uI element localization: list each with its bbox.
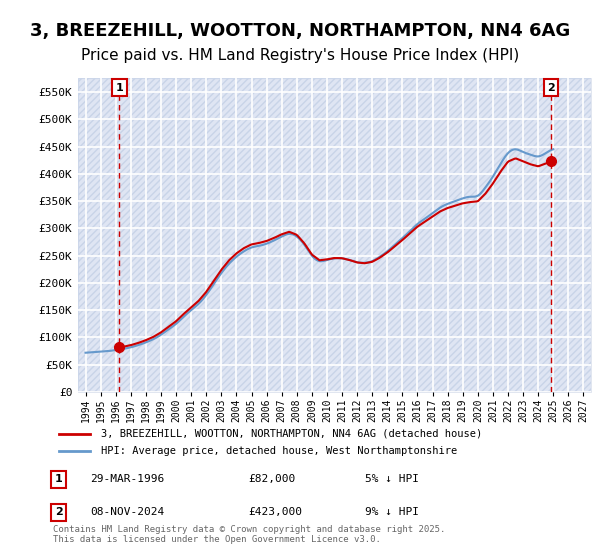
- Text: 08-NOV-2024: 08-NOV-2024: [90, 507, 164, 517]
- Text: 1: 1: [55, 474, 62, 484]
- Text: £82,000: £82,000: [248, 474, 296, 484]
- Text: 9% ↓ HPI: 9% ↓ HPI: [365, 507, 419, 517]
- Text: 3, BREEZEHILL, WOOTTON, NORTHAMPTON, NN4 6AG (detached house): 3, BREEZEHILL, WOOTTON, NORTHAMPTON, NN4…: [101, 429, 482, 439]
- Text: £423,000: £423,000: [248, 507, 302, 517]
- Text: HPI: Average price, detached house, West Northamptonshire: HPI: Average price, detached house, West…: [101, 446, 457, 456]
- Text: 2: 2: [55, 507, 62, 517]
- Text: 3, BREEZEHILL, WOOTTON, NORTHAMPTON, NN4 6AG: 3, BREEZEHILL, WOOTTON, NORTHAMPTON, NN4…: [30, 22, 570, 40]
- Text: 1: 1: [116, 83, 124, 93]
- Text: 5% ↓ HPI: 5% ↓ HPI: [365, 474, 419, 484]
- Text: 29-MAR-1996: 29-MAR-1996: [90, 474, 164, 484]
- Text: Price paid vs. HM Land Registry's House Price Index (HPI): Price paid vs. HM Land Registry's House …: [81, 48, 519, 63]
- Text: Contains HM Land Registry data © Crown copyright and database right 2025.
This d: Contains HM Land Registry data © Crown c…: [53, 525, 446, 544]
- Text: 2: 2: [547, 83, 555, 93]
